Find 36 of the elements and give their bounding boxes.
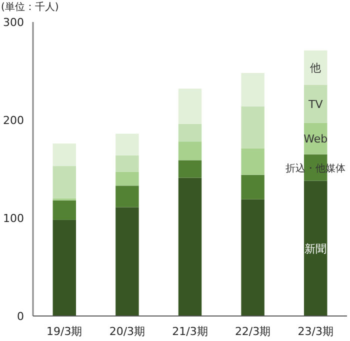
x-tick-label: 19/3期	[46, 325, 82, 338]
bar	[304, 180, 328, 316]
series-label: Web	[304, 132, 328, 146]
bar	[178, 178, 202, 316]
bar	[178, 88, 202, 124]
bar	[241, 174, 264, 200]
bar	[178, 160, 202, 178]
y-tick-label: 0	[17, 310, 24, 323]
bar	[116, 172, 139, 186]
series-label: TV	[307, 98, 324, 111]
x-tick-label: 20/3期	[109, 325, 146, 338]
x-tick-label: 21/3期	[172, 325, 208, 338]
y-tick-label: 300	[3, 16, 24, 29]
bar	[178, 142, 202, 160]
y-tick-label: 200	[3, 114, 24, 127]
bar	[52, 166, 76, 198]
bar	[116, 207, 139, 316]
bar	[241, 72, 264, 106]
bar	[241, 106, 264, 148]
bar	[241, 199, 264, 316]
bar	[178, 124, 202, 142]
bar	[241, 148, 264, 175]
bar	[52, 200, 76, 220]
y-tick-label: 100	[3, 212, 24, 225]
y-axis-title: (単位：千人)	[1, 1, 59, 13]
bar	[116, 186, 139, 208]
bar	[52, 144, 76, 166]
bar	[116, 134, 139, 156]
bar	[52, 220, 76, 316]
bar	[116, 155, 139, 172]
bar	[304, 84, 328, 123]
bar	[304, 50, 328, 85]
x-tick-label: 23/3期	[298, 325, 334, 338]
x-tick-label: 22/3期	[234, 325, 271, 338]
series-label: 他	[310, 62, 322, 75]
series-label: 新聞	[304, 242, 327, 256]
